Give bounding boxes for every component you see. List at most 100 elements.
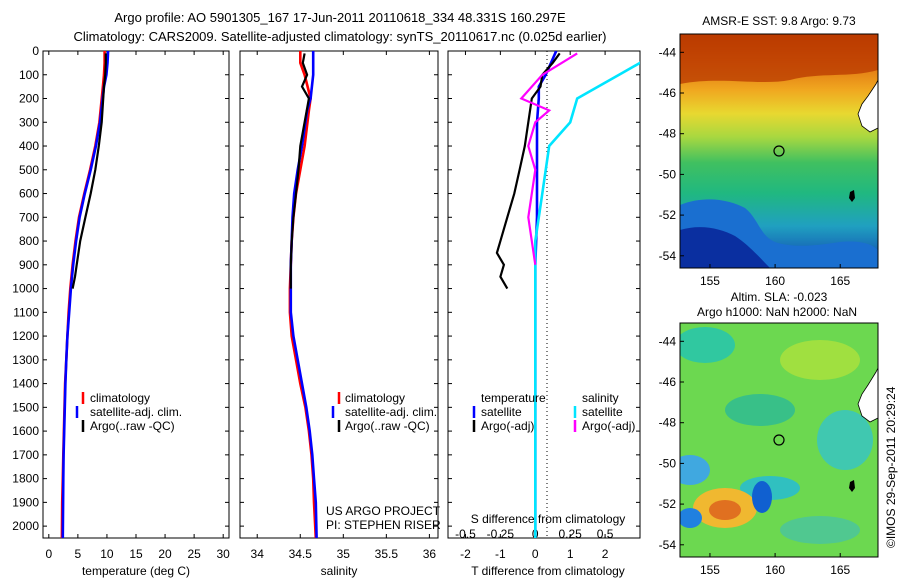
depth-tick-label: 1400	[12, 377, 39, 391]
sst-island	[849, 190, 855, 202]
map-x-tick-label: 155	[700, 274, 720, 288]
map-x-tick-label: 155	[700, 563, 720, 577]
depth-tick-label: 500	[19, 163, 39, 177]
map-y-tick-label: -46	[659, 86, 677, 100]
map-y-tick-label: -46	[659, 375, 677, 389]
s-difference-label: S difference from climatology	[471, 512, 626, 526]
map-y-tick-label: -54	[659, 249, 677, 263]
x-tick-label: 5	[75, 547, 82, 561]
x-tick-label: 0	[45, 547, 52, 561]
series-line-argorawqc	[289, 53, 311, 289]
x-tick-label: 10	[100, 547, 114, 561]
map-y-tick-label: -50	[659, 456, 677, 470]
sla-map-subtitle: Argo h1000: NaN h2000: NaN	[697, 305, 857, 319]
map-y-tick-label: -52	[659, 208, 677, 222]
depth-tick-label: 1900	[12, 495, 39, 509]
depth-tick-label: 1700	[12, 448, 39, 462]
sst-map-frame	[679, 33, 879, 269]
depth-tick-label: 100	[19, 68, 39, 82]
sla-map-panel: Altim. SLA: -0.023 Argo h1000: NaN h2000…	[659, 290, 879, 577]
temperature-legend: climatology satellite-adj. clim. Argo(..…	[75, 391, 182, 433]
map-y-tick-label: -54	[659, 538, 677, 552]
x-tick-label: 25	[187, 547, 201, 561]
temperature-x-ticks: 0 5 10 15 20 25 30	[45, 51, 230, 561]
map-y-tick-label: -50	[659, 167, 677, 181]
depth-tick-label: 300	[19, 115, 39, 129]
series-line-argoadj	[519, 52, 578, 265]
temperature-x-label: temperature (deg C)	[82, 564, 190, 578]
sla-blob	[725, 394, 795, 426]
map-x-tick-label: 160	[765, 274, 785, 288]
map-x-tick-label: 165	[830, 563, 850, 577]
temperature-lines	[60, 51, 110, 538]
x-tick-label: 30	[217, 547, 231, 561]
x-tick-label: 35.5	[375, 547, 399, 561]
difference-x-ticks: -2 -1 0 1 2	[460, 51, 609, 561]
depth-tick-label: 0	[32, 44, 39, 58]
sst-argo-location-marker	[773, 145, 785, 157]
difference-panel: -2 -1 0 1 2 -0.5 -0.25 0 0.25 0.5 S difference f…	[447, 50, 641, 578]
sla-map-frame	[679, 322, 879, 558]
t-difference-label: T difference from climatology	[471, 564, 625, 578]
depth-tick-label: 900	[19, 258, 39, 272]
salinity-lines	[288, 51, 318, 538]
s-diff-tick-label: 0.25	[559, 527, 583, 541]
legend-label-satellite: satellite-adj. clim.	[345, 405, 437, 419]
sla-blob	[680, 327, 735, 363]
sla-land	[857, 367, 878, 423]
depth-tick-label: 1000	[12, 282, 39, 296]
map-x-tick-label: 160	[765, 563, 785, 577]
sst-map-panel: AMSR-E SST: 9.8 Argo: 9.73 155 160 165 -44…	[659, 14, 879, 288]
salinity-legend: climatology satellite-adj. clim. Argo(..…	[331, 391, 437, 433]
pi-credit: PI: STEPHEN RISER	[326, 518, 441, 532]
legend-label-t-satellite: satellite	[481, 405, 522, 419]
sla-cold-anomaly	[680, 508, 702, 528]
map-x-tick-label: 165	[830, 274, 850, 288]
x-tick-label: -2	[460, 547, 471, 561]
map-y-tick-label: -52	[659, 497, 677, 511]
s-diff-tick-label: -0.25	[487, 527, 515, 541]
map-y-tick-label: -44	[659, 45, 677, 59]
s-diff-tick-label: 0.5	[597, 527, 614, 541]
x-tick-label: 15	[129, 547, 143, 561]
sla-blob	[780, 340, 860, 380]
depth-tick-label: 400	[19, 139, 39, 153]
project-credit: US ARGO PROJECT	[326, 504, 441, 518]
legend-label-climatology: climatology	[90, 391, 150, 405]
legend-label-argo: Argo(..raw -QC)	[345, 419, 430, 433]
x-tick-label: 1	[567, 547, 574, 561]
legend-header-salinity: salinity	[582, 391, 619, 405]
sst-cold-core	[680, 227, 770, 268]
temperature-panel: 0100200300400500600700800900100011001200…	[12, 44, 230, 578]
depth-tick-label: 600	[19, 187, 39, 201]
sst-heatmap	[680, 34, 878, 268]
x-tick-label: 36	[423, 547, 437, 561]
depth-tick-label: 1100	[13, 305, 39, 319]
salinity-panel: 34 34.5 35 35.5 36 salinity climatology sate…	[239, 50, 441, 578]
sst-map-title: AMSR-E SST: 9.8 Argo: 9.73	[702, 14, 856, 28]
salinity-x-ticks: 34 34.5 35 35.5 36	[251, 51, 437, 561]
depth-tick-label: 1200	[12, 329, 39, 343]
temperature-plot-frame	[42, 50, 230, 539]
figure-subtitle: Climatology: CARS2009. Satellite-adjuste…	[73, 29, 607, 44]
legend-header-temperature: temperature	[481, 391, 546, 405]
depth-tick-label: 1600	[12, 424, 39, 438]
map-y-tick-label: -48	[659, 127, 677, 141]
depth-tick-label: 1300	[12, 353, 39, 367]
map-y-tick-label: -48	[659, 416, 677, 430]
series-line-argorawqc	[71, 53, 107, 289]
sla-x-ticks: 155 160 165	[700, 553, 851, 577]
sla-y-ticks: -44 -46 -48 -50 -52 -54	[659, 334, 684, 552]
sla-argo-location-marker	[773, 434, 785, 446]
series-line-argoadj	[495, 52, 561, 290]
sla-blob	[817, 410, 873, 470]
salinity-x-label: salinity	[321, 564, 358, 578]
sla-warm-core	[709, 500, 741, 520]
map-y-tick-label: -44	[659, 334, 677, 348]
salinity-plot-frame	[239, 50, 439, 539]
x-tick-label: 2	[602, 547, 609, 561]
difference-lines	[495, 51, 640, 538]
sla-island	[849, 480, 855, 492]
legend-label-s-satellite: satellite	[582, 405, 623, 419]
series-line-satellite	[533, 61, 640, 538]
